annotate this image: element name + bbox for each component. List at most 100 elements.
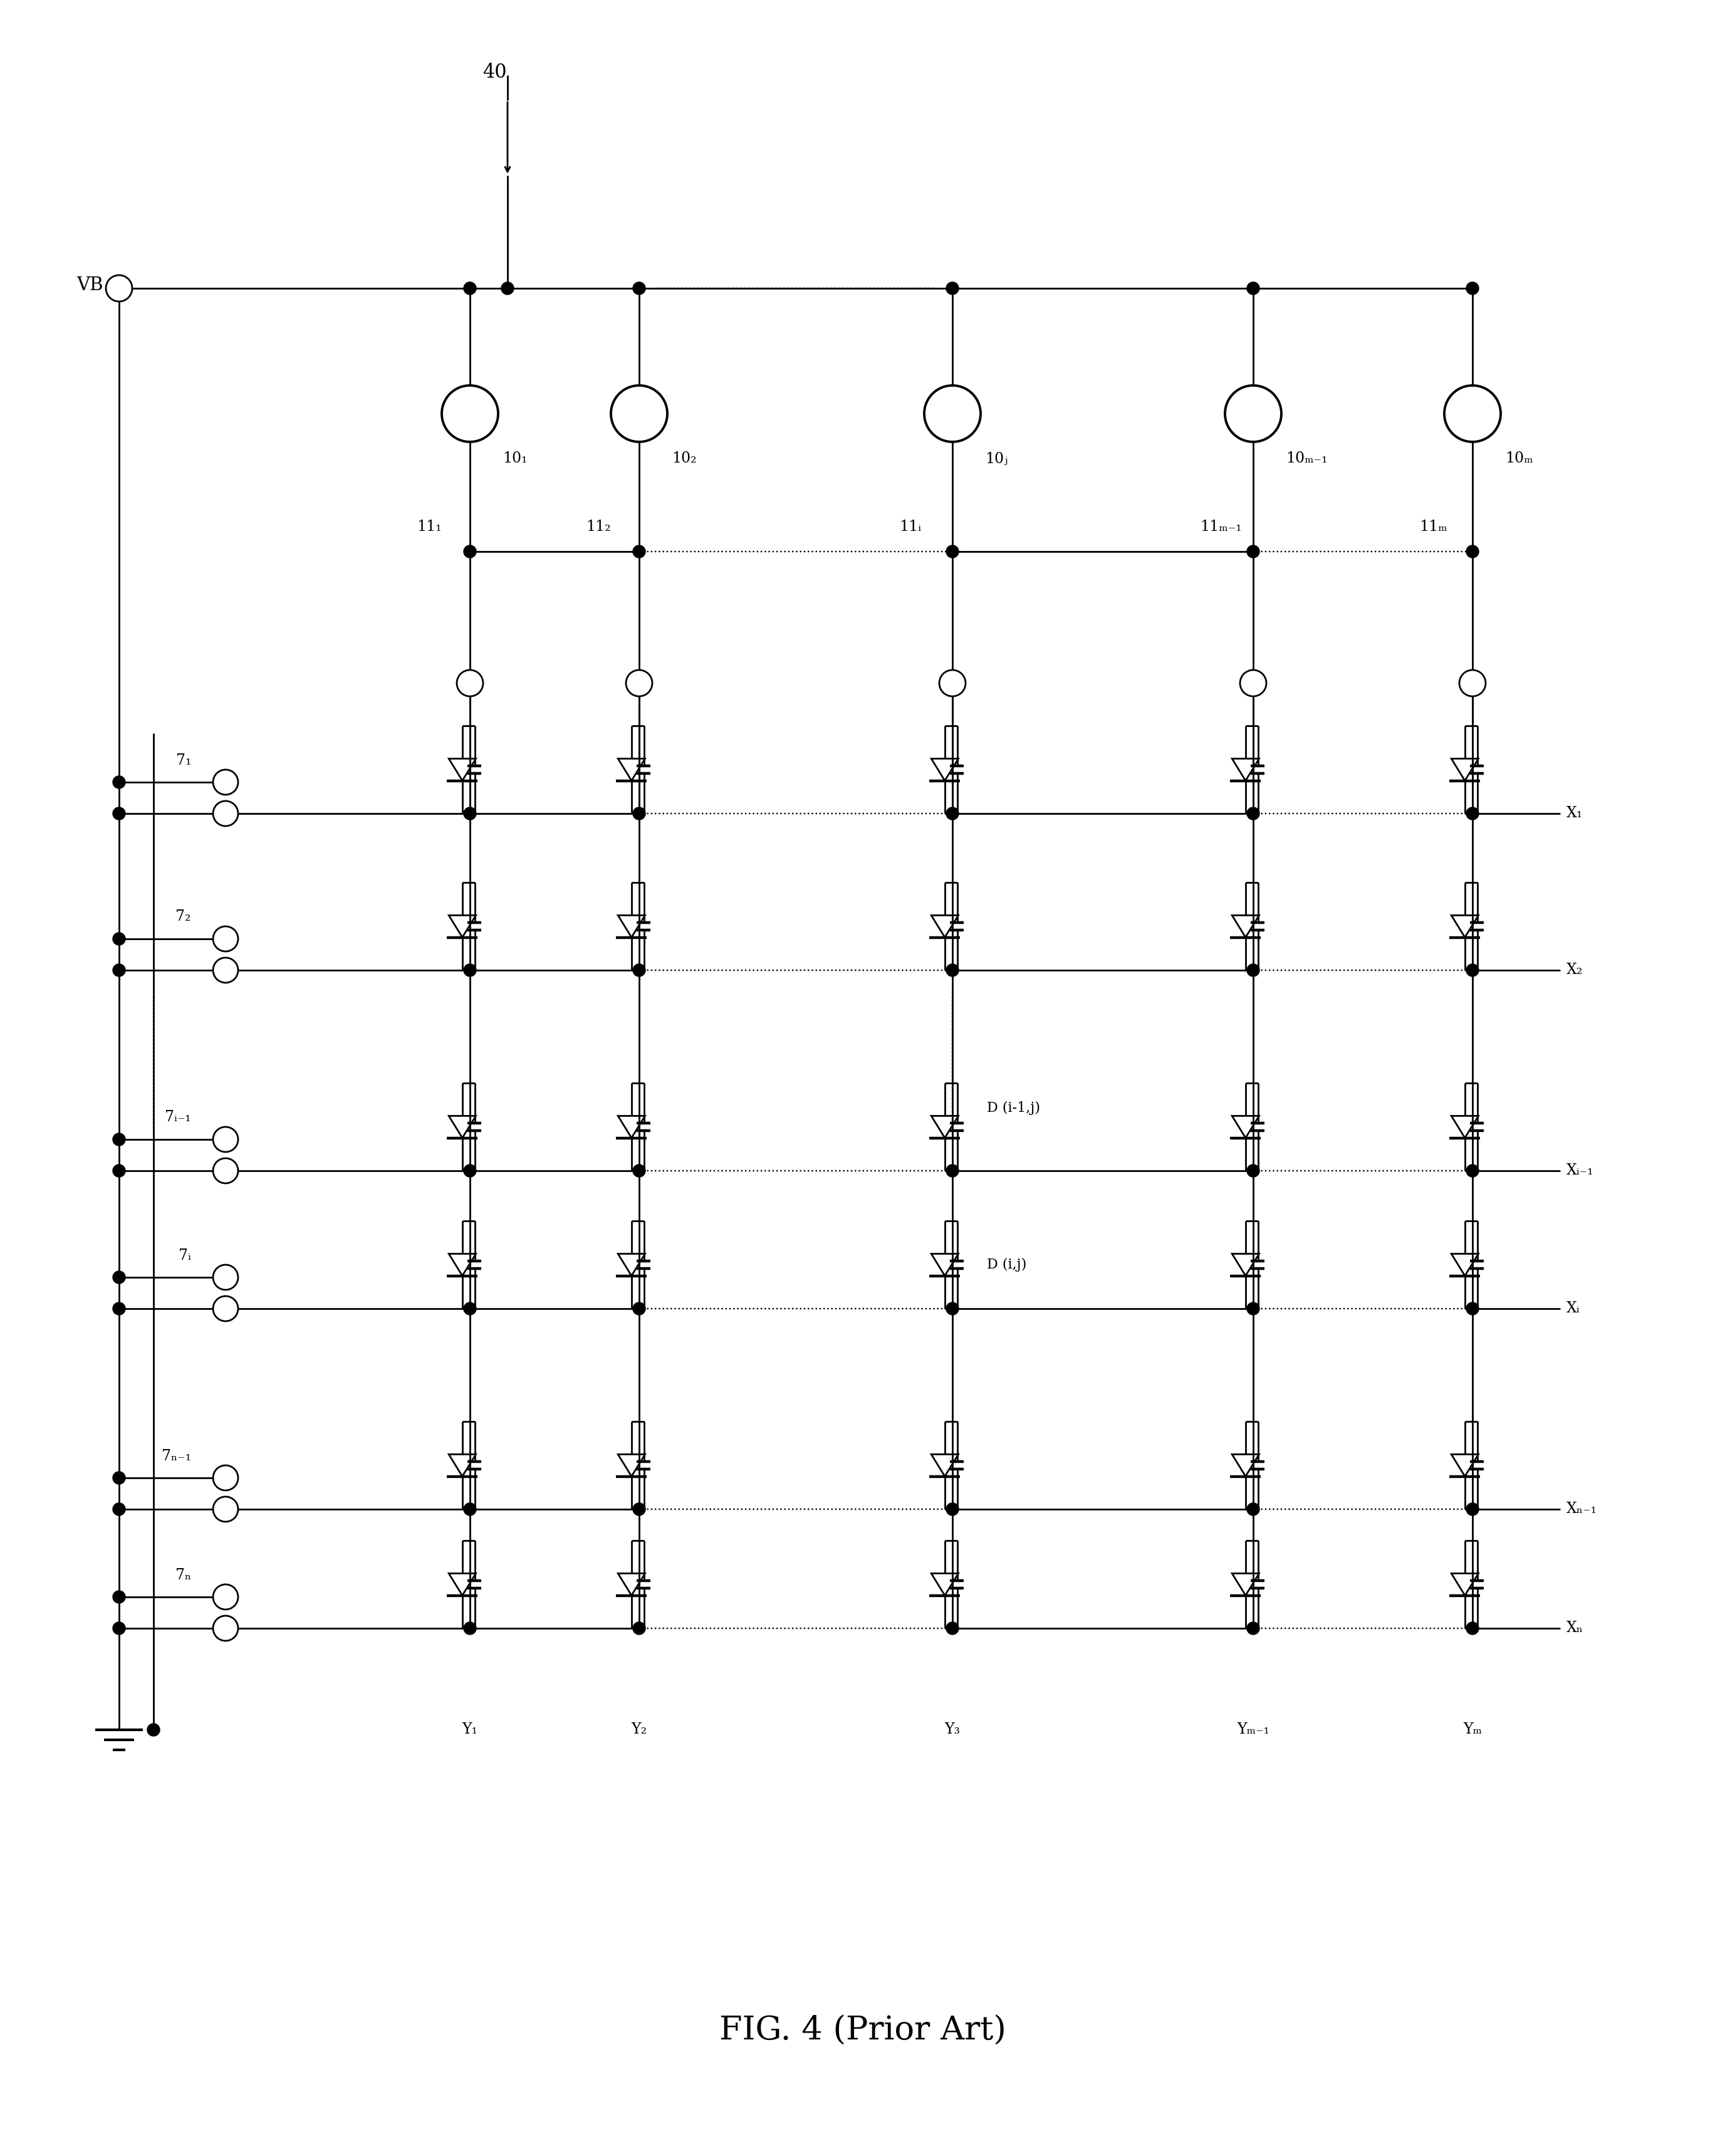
Circle shape bbox=[214, 770, 238, 796]
Text: 11₁: 11₁ bbox=[417, 520, 442, 535]
Circle shape bbox=[1247, 806, 1259, 819]
Circle shape bbox=[214, 1266, 238, 1289]
Text: 10ⱼ: 10ⱼ bbox=[985, 451, 1007, 466]
Text: 40: 40 bbox=[483, 63, 507, 82]
Circle shape bbox=[1247, 1302, 1259, 1315]
Circle shape bbox=[1225, 386, 1282, 442]
Circle shape bbox=[1466, 1503, 1478, 1516]
Circle shape bbox=[457, 671, 483, 696]
Circle shape bbox=[1459, 671, 1485, 696]
Circle shape bbox=[105, 276, 133, 302]
Text: Y₂: Y₂ bbox=[631, 1723, 647, 1738]
Text: D (i-1,j): D (i-1,j) bbox=[987, 1102, 1040, 1115]
Text: X₂: X₂ bbox=[1566, 964, 1584, 977]
Circle shape bbox=[633, 1164, 645, 1177]
Circle shape bbox=[112, 1473, 126, 1483]
Circle shape bbox=[464, 282, 476, 295]
Text: Xᵢ₋₁: Xᵢ₋₁ bbox=[1566, 1164, 1594, 1177]
Circle shape bbox=[214, 1158, 238, 1184]
Text: 10ₘ: 10ₘ bbox=[1506, 451, 1534, 466]
Circle shape bbox=[464, 1621, 476, 1634]
Circle shape bbox=[464, 545, 476, 558]
Circle shape bbox=[945, 282, 959, 295]
Circle shape bbox=[214, 1615, 238, 1641]
Circle shape bbox=[214, 1296, 238, 1322]
Circle shape bbox=[633, 282, 645, 295]
Text: VB: VB bbox=[76, 276, 104, 293]
Circle shape bbox=[112, 1591, 126, 1604]
Text: FIG. 4 (Prior Art): FIG. 4 (Prior Art) bbox=[719, 2014, 1006, 2046]
Circle shape bbox=[938, 671, 966, 696]
Circle shape bbox=[633, 1621, 645, 1634]
Text: 7ᵢ: 7ᵢ bbox=[179, 1248, 191, 1263]
Circle shape bbox=[925, 386, 980, 442]
Circle shape bbox=[1466, 1164, 1478, 1177]
Circle shape bbox=[633, 1302, 645, 1315]
Text: 11ᵢ: 11ᵢ bbox=[899, 520, 921, 535]
Circle shape bbox=[1466, 1302, 1478, 1315]
Circle shape bbox=[464, 1503, 476, 1516]
Circle shape bbox=[214, 1128, 238, 1151]
Circle shape bbox=[214, 1466, 238, 1490]
Circle shape bbox=[1247, 282, 1259, 295]
Circle shape bbox=[112, 1272, 126, 1283]
Circle shape bbox=[214, 927, 238, 951]
Circle shape bbox=[147, 1723, 160, 1736]
Circle shape bbox=[1466, 545, 1478, 558]
Circle shape bbox=[945, 1302, 959, 1315]
Circle shape bbox=[464, 806, 476, 819]
Circle shape bbox=[214, 802, 238, 826]
Circle shape bbox=[633, 806, 645, 819]
Circle shape bbox=[633, 545, 645, 558]
Circle shape bbox=[633, 964, 645, 977]
Circle shape bbox=[214, 957, 238, 983]
Text: 7ᵢ₋₁: 7ᵢ₋₁ bbox=[166, 1110, 191, 1125]
Circle shape bbox=[1444, 386, 1501, 442]
Circle shape bbox=[112, 1134, 126, 1145]
Circle shape bbox=[1247, 964, 1259, 977]
Circle shape bbox=[464, 1302, 476, 1315]
Text: 7ₙ₋₁: 7ₙ₋₁ bbox=[162, 1449, 191, 1464]
Circle shape bbox=[112, 806, 126, 819]
Circle shape bbox=[1466, 1621, 1478, 1634]
Text: Xₙ₋₁: Xₙ₋₁ bbox=[1566, 1503, 1597, 1516]
Circle shape bbox=[1466, 964, 1478, 977]
Circle shape bbox=[945, 964, 959, 977]
Text: 11ₘ: 11ₘ bbox=[1420, 520, 1447, 535]
Circle shape bbox=[464, 1164, 476, 1177]
Circle shape bbox=[1466, 806, 1478, 819]
Circle shape bbox=[112, 934, 126, 944]
Circle shape bbox=[112, 776, 126, 789]
Circle shape bbox=[633, 1503, 645, 1516]
Circle shape bbox=[1247, 1503, 1259, 1516]
Circle shape bbox=[1240, 671, 1266, 696]
Circle shape bbox=[945, 545, 959, 558]
Circle shape bbox=[214, 1496, 238, 1522]
Circle shape bbox=[112, 1164, 126, 1177]
Text: X₁: X₁ bbox=[1566, 806, 1584, 821]
Circle shape bbox=[945, 1621, 959, 1634]
Circle shape bbox=[214, 1585, 238, 1611]
Text: Y₁: Y₁ bbox=[462, 1723, 478, 1738]
Text: 11ₘ₋₁: 11ₘ₋₁ bbox=[1201, 520, 1242, 535]
Text: 7₁: 7₁ bbox=[176, 752, 191, 768]
Text: Xᵢ: Xᵢ bbox=[1566, 1302, 1580, 1315]
Circle shape bbox=[945, 1503, 959, 1516]
Text: 7₂: 7₂ bbox=[176, 910, 191, 925]
Circle shape bbox=[1247, 545, 1259, 558]
Text: 11₂: 11₂ bbox=[587, 520, 611, 535]
Circle shape bbox=[945, 1164, 959, 1177]
Circle shape bbox=[502, 282, 514, 295]
Text: 7ₙ: 7ₙ bbox=[176, 1567, 191, 1583]
Text: Y₃: Y₃ bbox=[945, 1723, 961, 1738]
Circle shape bbox=[112, 964, 126, 977]
Circle shape bbox=[1247, 1621, 1259, 1634]
Circle shape bbox=[1466, 282, 1478, 295]
Circle shape bbox=[112, 1621, 126, 1634]
Circle shape bbox=[112, 1503, 126, 1516]
Text: Xₙ: Xₙ bbox=[1566, 1621, 1584, 1636]
Circle shape bbox=[112, 1302, 126, 1315]
Circle shape bbox=[626, 671, 652, 696]
Text: Yₘ₋₁: Yₘ₋₁ bbox=[1237, 1723, 1270, 1738]
Text: 10₂: 10₂ bbox=[671, 451, 697, 466]
